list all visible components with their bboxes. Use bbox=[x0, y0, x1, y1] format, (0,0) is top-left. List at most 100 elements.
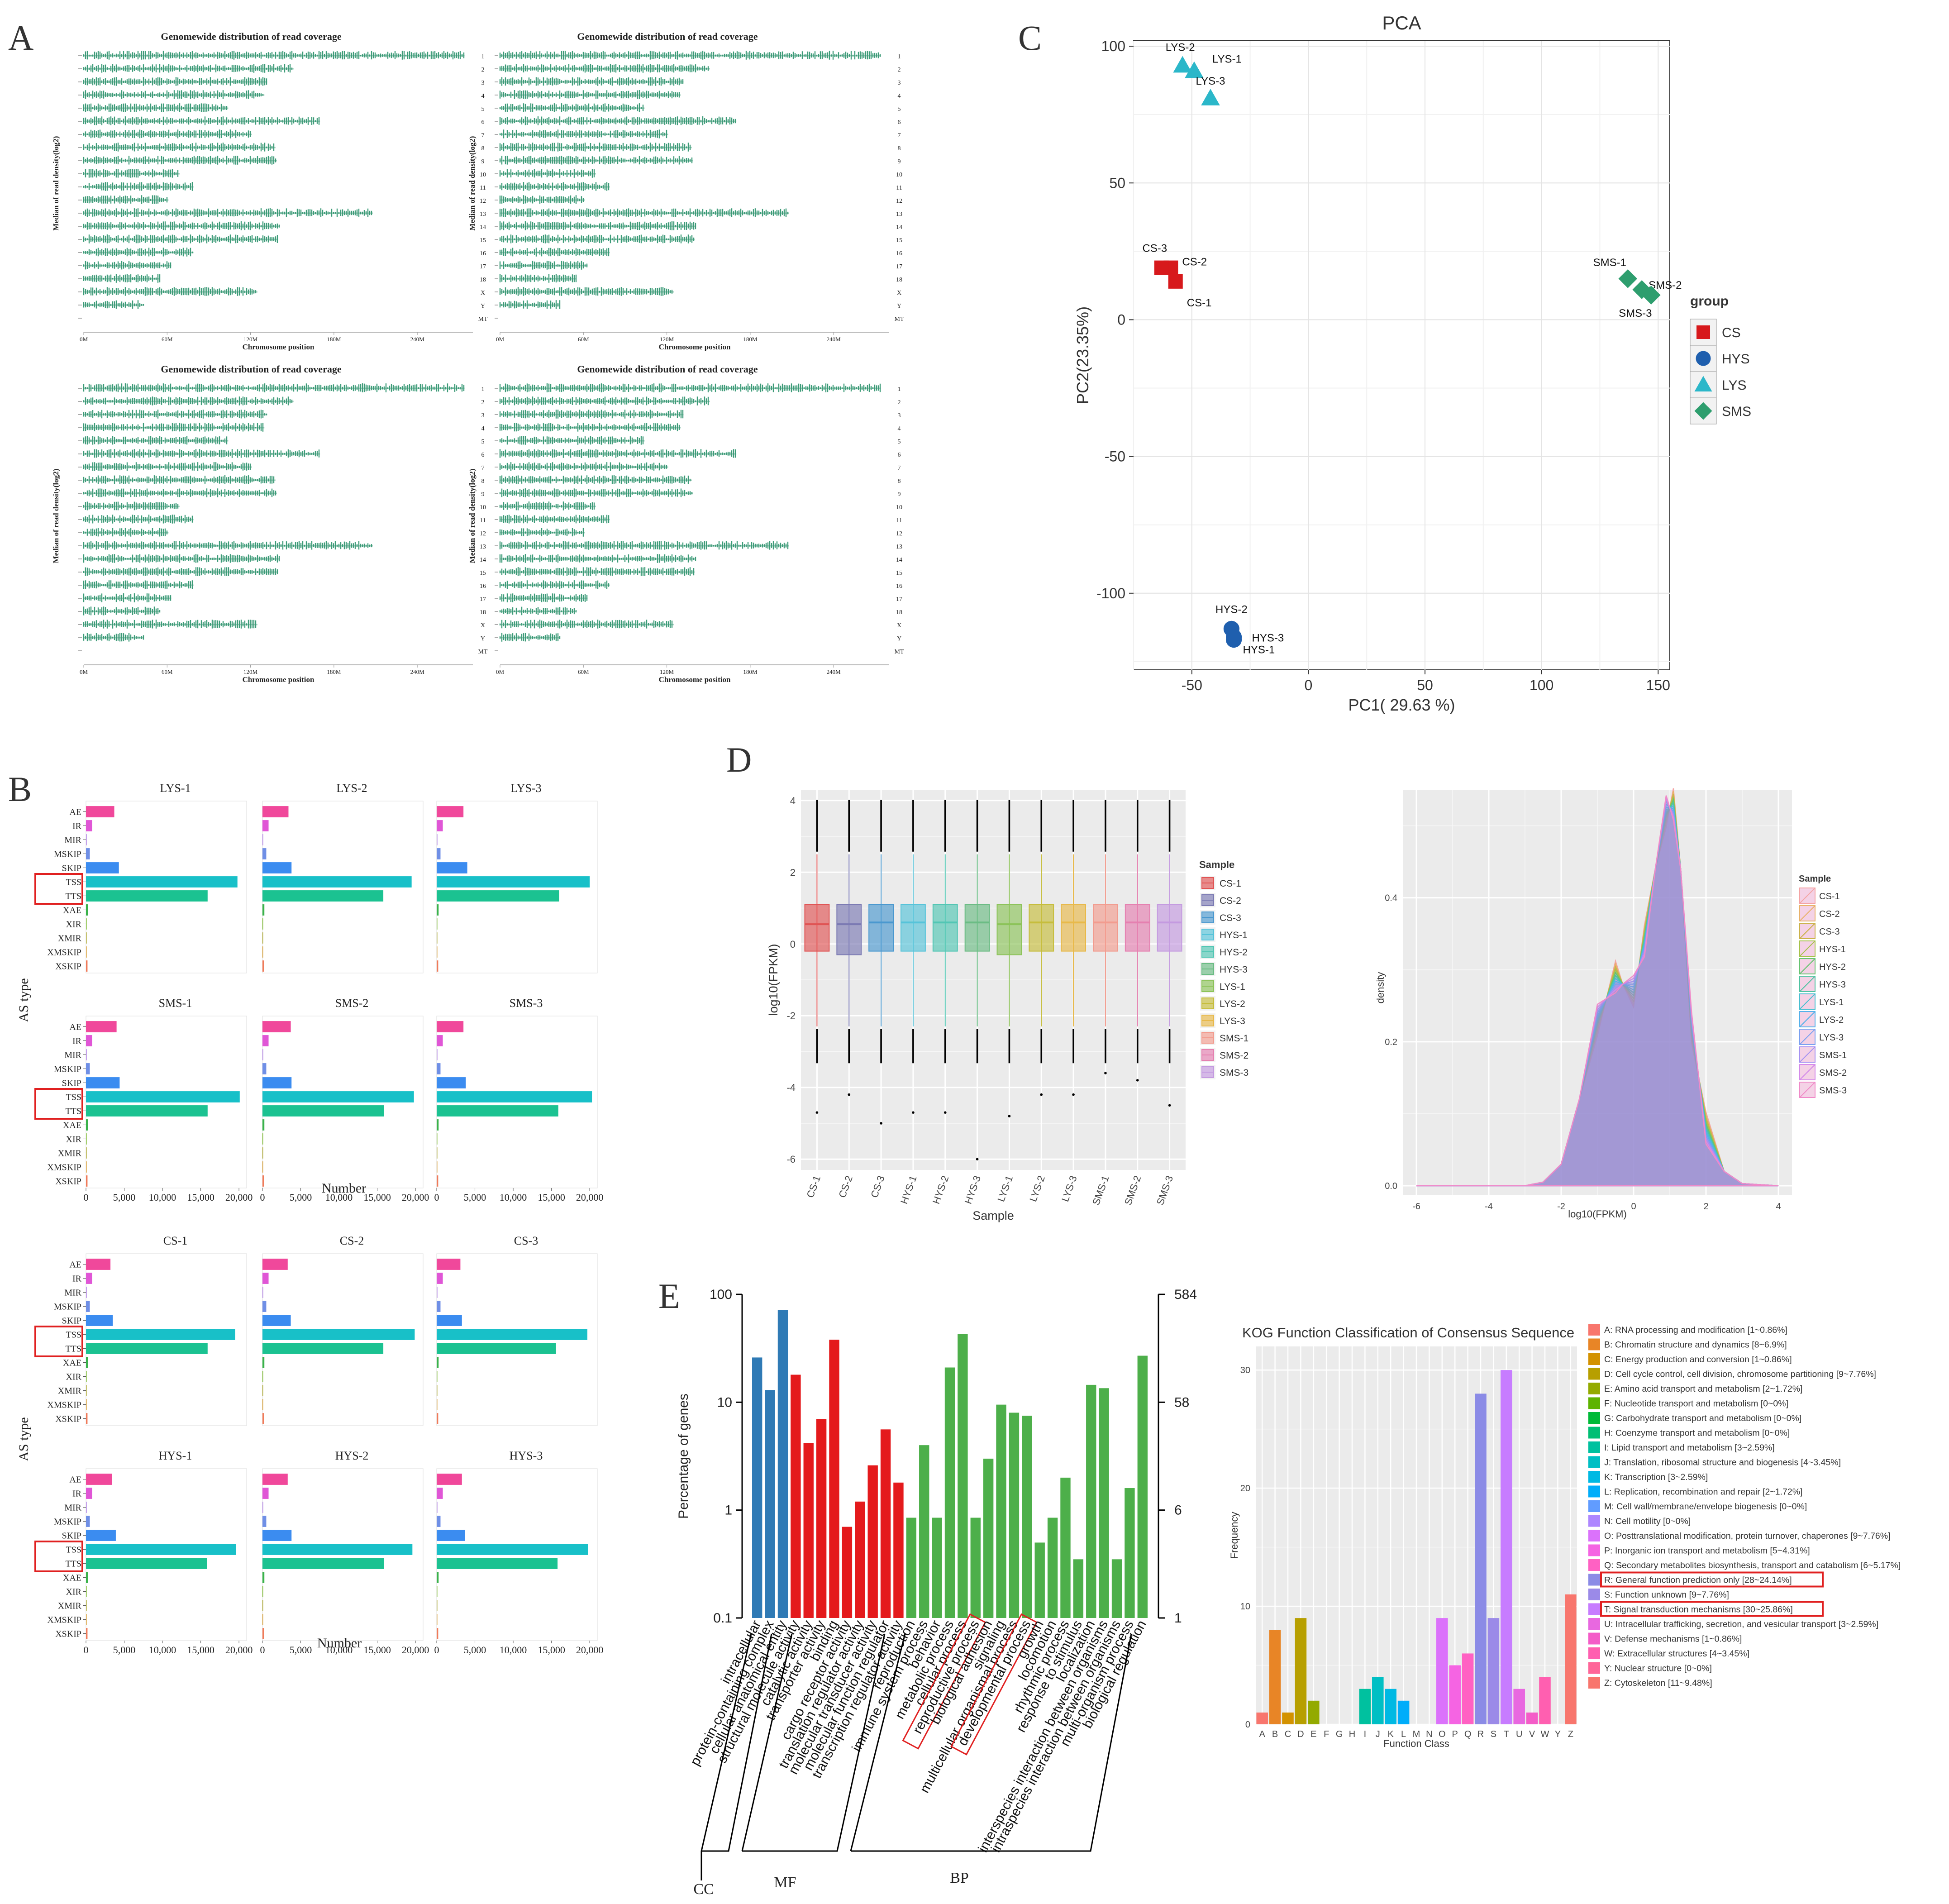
legend-label: F: Nucleotide transport and metabolism [… bbox=[1604, 1399, 1788, 1409]
bar-XMIR bbox=[262, 1147, 263, 1159]
as-type-label: IR bbox=[72, 821, 82, 831]
outlier-min-point bbox=[1104, 1072, 1107, 1074]
chromosome-label: 14 bbox=[480, 224, 486, 231]
coverage-trace bbox=[499, 129, 667, 138]
legend-key-diagonal bbox=[1799, 1029, 1816, 1045]
go-bar-biological-regulation bbox=[1137, 1355, 1148, 1618]
chromosome-label: 4 bbox=[898, 425, 901, 432]
coverage-trace bbox=[83, 593, 172, 602]
coverage-trace bbox=[83, 274, 161, 283]
as-type-label: TTS bbox=[65, 892, 81, 902]
chromosome-label: 16 bbox=[896, 583, 902, 590]
legend-swatch bbox=[1588, 1397, 1600, 1409]
go-group-label-BP: BP bbox=[950, 1870, 969, 1886]
box-SMS-3 bbox=[1157, 800, 1182, 1107]
pca-point-label: LYS-2 bbox=[1166, 41, 1195, 53]
legend-key-diagonal bbox=[1799, 1011, 1816, 1027]
panel-letters: A B C D E bbox=[8, 18, 1042, 1316]
panel-a-coverage-plots: Genomewide distribution of read coverage… bbox=[52, 31, 904, 684]
x-tick-label: 60M bbox=[578, 336, 589, 343]
x-tick-label: 15,000 bbox=[187, 1192, 214, 1203]
chromosome-label: 14 bbox=[896, 557, 902, 563]
x-tick-label: -4 bbox=[1485, 1202, 1493, 1212]
bar-AE bbox=[437, 1021, 464, 1032]
tss-tts-highlight-box bbox=[34, 1088, 83, 1120]
pca-point-CS-3 bbox=[1154, 260, 1169, 275]
chromosome-label: 18 bbox=[480, 609, 486, 616]
legend-label: CS-1 bbox=[1819, 892, 1840, 902]
bar-TTS bbox=[262, 1558, 384, 1569]
as-facet-HYS-3: HYS-3 0 5,000 10,000 15,000 20,000 bbox=[434, 1449, 604, 1656]
facet-title: LYS-3 bbox=[510, 782, 541, 795]
as-facet-SMS-2: SMS-2 0 5,000 10,000 15,000 20,000 bbox=[260, 997, 429, 1203]
bar-IR bbox=[262, 1488, 269, 1499]
bar-TTS bbox=[437, 1105, 558, 1117]
bar-TSS bbox=[262, 1091, 414, 1102]
coverage-trace bbox=[83, 462, 251, 471]
x-tick-label: 5,000 bbox=[464, 1192, 486, 1203]
coverage-trace bbox=[83, 195, 168, 204]
x-tick-label: 15,000 bbox=[538, 1644, 565, 1656]
chromosome-label: 2 bbox=[898, 399, 901, 406]
kog-bar-W bbox=[1539, 1677, 1551, 1724]
legend-marker-LYS bbox=[1694, 376, 1712, 391]
outlier-points bbox=[848, 800, 850, 1064]
bar-XMSKIP bbox=[86, 1161, 87, 1173]
x-tick-label: Z bbox=[1568, 1729, 1573, 1739]
bar-IR bbox=[262, 820, 269, 831]
right-tick-label: 6 bbox=[1174, 1503, 1182, 1518]
pca-point-LYS-2 bbox=[1173, 56, 1192, 73]
bar-XMIR bbox=[437, 1600, 438, 1611]
go-bar-localization bbox=[1086, 1384, 1096, 1618]
legend-label: L: Replication, recombination and repair… bbox=[1604, 1487, 1802, 1497]
bar-XAE bbox=[437, 1119, 439, 1131]
legend-label: E: Amino acid transport and metabolism [… bbox=[1604, 1384, 1802, 1394]
x-tick-label: 60M bbox=[162, 336, 173, 343]
legend-label: SMS-2 bbox=[1220, 1050, 1249, 1061]
as-type-label: XAE bbox=[63, 1573, 81, 1583]
legend-label: P: Inorganic ion transport and metabolis… bbox=[1604, 1546, 1810, 1556]
bar-SKIP bbox=[262, 1077, 292, 1088]
legend-key-diagonal bbox=[1799, 888, 1816, 904]
x-tick-label: 10,000 bbox=[500, 1192, 527, 1203]
go-bar-cellular-anatomical-entity bbox=[777, 1310, 788, 1618]
bar-SKIP bbox=[262, 1530, 292, 1541]
chromosome-label: 16 bbox=[480, 250, 486, 257]
facet-title: SMS-3 bbox=[510, 997, 543, 1010]
x-tick-label: G bbox=[1336, 1729, 1343, 1739]
as-facet-CS-2: CS-2 bbox=[262, 1234, 424, 1426]
as-type-label: SKIP bbox=[62, 1078, 81, 1088]
bar-MIR bbox=[262, 834, 263, 845]
outlier-points bbox=[976, 800, 978, 1064]
x-tick-label: 240M bbox=[827, 668, 841, 675]
bar-XSKIP bbox=[437, 1175, 438, 1187]
coverage-trace bbox=[499, 90, 680, 99]
go-bar-reproductive-process bbox=[970, 1517, 981, 1618]
bar-TSS bbox=[262, 1544, 413, 1555]
coverage-trace bbox=[499, 449, 736, 458]
x-tick-label: SMS-1 bbox=[1090, 1174, 1111, 1207]
outlier-points bbox=[1008, 800, 1010, 1064]
chromosome-label: 7 bbox=[481, 132, 485, 139]
x-tick-label: 240M bbox=[827, 336, 841, 343]
legend-highlight-box bbox=[1600, 1601, 1824, 1617]
go-highlight-box bbox=[950, 1613, 1038, 1756]
as-type-label: TSS bbox=[66, 1093, 81, 1102]
coverage-trace bbox=[499, 383, 881, 392]
bar-MIR bbox=[437, 834, 438, 845]
kog-bar-V bbox=[1526, 1712, 1538, 1724]
x-tick-label: 50 bbox=[1417, 677, 1433, 693]
x-tick-label: 20,000 bbox=[402, 1192, 429, 1203]
go-group-label-CC: CC bbox=[693, 1881, 714, 1898]
outlier-min-point bbox=[976, 1158, 979, 1161]
as-type-label: XSKIP bbox=[55, 1629, 81, 1639]
x-tick-label: 120M bbox=[660, 336, 674, 343]
coverage-trace bbox=[83, 221, 280, 230]
chromosome-label: 16 bbox=[896, 250, 902, 257]
bar-AE bbox=[437, 1259, 461, 1270]
y-axis-title: log10(FPKM) bbox=[767, 944, 780, 1016]
chromosome-label: 13 bbox=[896, 211, 902, 218]
x-axis-title: Chromosome position bbox=[659, 675, 731, 684]
as-type-label: AE bbox=[69, 1260, 81, 1270]
y-axis-title: Median of read density(log2) bbox=[52, 136, 60, 231]
